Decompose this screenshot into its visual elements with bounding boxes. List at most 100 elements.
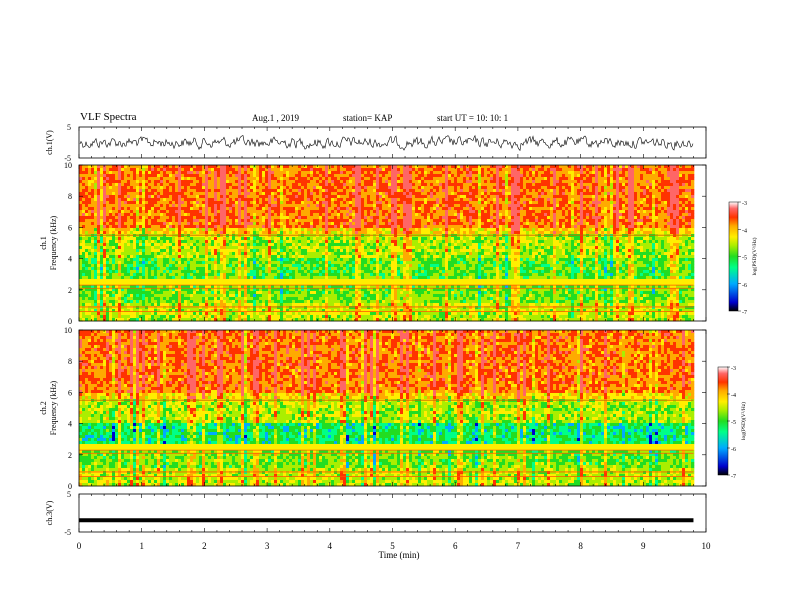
spectrogram-cell — [145, 183, 148, 186]
spectrogram-cell — [106, 258, 109, 261]
spectrogram-cell — [139, 243, 142, 246]
spectrogram-cell — [94, 261, 97, 264]
spectrogram-cell — [100, 300, 103, 303]
spectrogram-cell — [127, 249, 130, 252]
spectrogram-cell — [97, 231, 100, 234]
spectrogram-cell — [124, 186, 127, 189]
spectrogram-cell — [133, 231, 136, 234]
spectrogram-cell — [163, 234, 166, 237]
spectrogram-cell — [148, 249, 151, 252]
spectrogram-cell — [145, 237, 148, 240]
spectrogram-cell — [97, 165, 100, 168]
spectrogram-cell — [127, 240, 130, 243]
spectrogram-cell — [100, 234, 103, 237]
spectrogram-cell — [79, 270, 82, 273]
spectrogram-cell — [121, 249, 124, 252]
spectrogram-cell — [94, 243, 97, 246]
spectrogram-cell — [139, 225, 142, 228]
spectrogram-cell — [133, 237, 136, 240]
spectrogram-cell — [142, 192, 145, 195]
spectrogram-cell — [112, 195, 115, 198]
spectrogram-cell — [106, 237, 109, 240]
spectrogram-cell — [109, 279, 112, 282]
spectrogram-cell — [124, 264, 127, 267]
spectrogram-cell — [106, 183, 109, 186]
spectrogram-cell — [130, 237, 133, 240]
spectrogram-cell — [91, 195, 94, 198]
spectrogram-cell — [136, 222, 139, 225]
spectrogram-cell — [109, 300, 112, 303]
spectrogram-cell — [124, 216, 127, 219]
spectrogram-cell — [151, 177, 154, 180]
spectrogram-cell — [88, 240, 91, 243]
spectrogram-cell — [145, 177, 148, 180]
spectrogram-cell — [91, 189, 94, 192]
spectrogram-cell — [103, 234, 106, 237]
spectrogram-cell — [97, 198, 100, 201]
spectrogram-cell — [88, 264, 91, 267]
spectrogram-cell — [157, 240, 160, 243]
spectrogram-cell — [142, 294, 145, 297]
spectrogram-cell — [148, 270, 151, 273]
spectrogram-cell — [121, 246, 124, 249]
spectrogram-cell — [154, 177, 157, 180]
spectrogram-cell — [142, 231, 145, 234]
spectrogram-cell — [85, 243, 88, 246]
spectrogram-cell — [133, 255, 136, 258]
spectrogram-cell — [154, 315, 157, 318]
spectrogram-cell — [160, 237, 163, 240]
spectrogram-cell — [94, 300, 97, 303]
spectrogram-cell — [112, 312, 115, 315]
spectrogram-cell — [97, 315, 100, 318]
spectrogram-cell — [157, 207, 160, 210]
ch1-spectrogram-image — [79, 165, 694, 321]
spectrogram-cell — [133, 234, 136, 237]
spectrogram-cell — [145, 216, 148, 219]
spectrogram-cell — [97, 201, 100, 204]
spectrogram-cell — [160, 267, 163, 270]
spectrogram-cell — [88, 303, 91, 306]
spectrogram-cell — [139, 300, 142, 303]
spectrogram-cell — [109, 195, 112, 198]
spectrogram-cell — [103, 219, 106, 222]
spectrogram-cell — [97, 225, 100, 228]
spectrogram-cell — [166, 171, 169, 174]
spectrogram-cell — [157, 231, 160, 234]
spectrogram-cell — [163, 165, 166, 168]
spectrogram-cell — [85, 210, 88, 213]
spectrogram-cell — [112, 192, 115, 195]
spectrogram-cell — [79, 207, 82, 210]
spectrogram-cell — [133, 276, 136, 279]
spectrogram-cell — [145, 303, 148, 306]
spectrogram-cell — [163, 312, 166, 315]
spectrogram-cell — [133, 201, 136, 204]
spectrogram-cell — [91, 258, 94, 261]
spectrogram-cell — [142, 252, 145, 255]
spectrogram-cell — [94, 207, 97, 210]
spectrogram-cell — [109, 258, 112, 261]
spectrogram-cell — [94, 294, 97, 297]
spectrogram-cell — [148, 279, 151, 282]
spectrogram-cell — [145, 249, 148, 252]
spectrogram-cell — [127, 231, 130, 234]
spectrogram-cell — [124, 252, 127, 255]
spectrogram-cell — [154, 258, 157, 261]
spectrogram-cell — [130, 180, 133, 183]
spectrogram-cell — [133, 213, 136, 216]
spectrogram-cell — [112, 294, 115, 297]
spectrogram-cell — [88, 186, 91, 189]
spectrogram-cell — [118, 279, 121, 282]
spectrogram-cell — [112, 297, 115, 300]
spectrogram-cell — [85, 198, 88, 201]
spectrogram-cell — [127, 204, 130, 207]
spectrogram-cell — [163, 300, 166, 303]
spectrogram-cell — [82, 246, 85, 249]
spectrogram-cell — [85, 201, 88, 204]
spectrogram-cell — [94, 192, 97, 195]
spectrogram-cell — [121, 201, 124, 204]
spectrogram-cell — [154, 243, 157, 246]
spectrogram-cell — [100, 273, 103, 276]
spectrogram-cell — [136, 210, 139, 213]
spectrogram-cell — [97, 291, 100, 294]
spectrogram-cell — [100, 258, 103, 261]
